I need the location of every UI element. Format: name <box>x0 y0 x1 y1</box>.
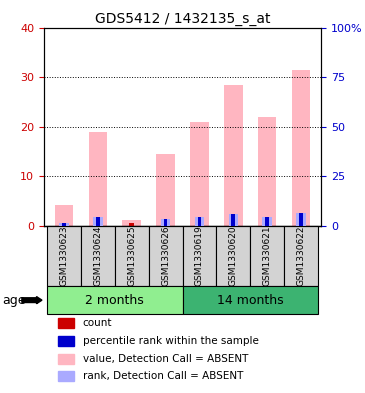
Bar <box>58 354 74 364</box>
Bar <box>224 84 243 226</box>
Bar <box>265 217 269 226</box>
Bar <box>195 217 204 226</box>
Bar <box>81 226 115 286</box>
Bar <box>265 223 269 226</box>
Bar <box>161 219 170 226</box>
Bar <box>62 223 66 226</box>
Bar <box>122 220 141 226</box>
Text: GSM1330623: GSM1330623 <box>59 226 69 286</box>
Bar <box>58 371 74 381</box>
Bar <box>156 154 175 226</box>
Text: GSM1330621: GSM1330621 <box>262 226 272 286</box>
Text: GSM1330619: GSM1330619 <box>195 226 204 286</box>
Bar <box>164 219 168 226</box>
Bar <box>258 117 276 226</box>
Bar <box>292 70 310 226</box>
Bar <box>47 226 81 286</box>
Bar <box>197 223 202 226</box>
Bar <box>163 223 168 226</box>
Bar <box>299 213 303 226</box>
Bar <box>299 223 303 226</box>
Bar <box>231 223 235 226</box>
Bar <box>149 226 182 286</box>
Text: GSM1330620: GSM1330620 <box>229 226 238 286</box>
Bar <box>89 132 107 226</box>
Bar <box>284 226 318 286</box>
Text: GSM1330625: GSM1330625 <box>127 226 136 286</box>
Text: count: count <box>82 318 112 328</box>
Bar <box>96 217 100 226</box>
Text: rank, Detection Call = ABSENT: rank, Detection Call = ABSENT <box>82 371 243 381</box>
Bar <box>262 217 272 226</box>
Text: percentile rank within the sample: percentile rank within the sample <box>82 336 258 346</box>
Bar <box>96 223 100 226</box>
Bar <box>115 226 149 286</box>
Bar <box>216 226 250 286</box>
Bar <box>62 223 66 226</box>
Bar <box>197 217 201 226</box>
Bar <box>58 336 74 346</box>
Bar <box>130 223 134 226</box>
Bar <box>296 213 306 226</box>
Text: 2 months: 2 months <box>85 294 144 307</box>
Text: 14 months: 14 months <box>217 294 284 307</box>
Bar <box>190 122 209 226</box>
Bar <box>58 318 74 328</box>
Bar <box>231 214 235 226</box>
Bar <box>182 226 216 286</box>
Text: GSM1330622: GSM1330622 <box>296 226 306 286</box>
Text: GSM1330626: GSM1330626 <box>161 226 170 286</box>
Bar <box>55 205 73 226</box>
Bar <box>250 226 284 286</box>
Text: value, Detection Call = ABSENT: value, Detection Call = ABSENT <box>82 354 248 364</box>
Bar <box>182 286 318 314</box>
Bar <box>228 214 238 226</box>
Bar <box>59 223 69 226</box>
Bar <box>47 286 182 314</box>
Bar <box>93 217 103 226</box>
Text: GSM1330624: GSM1330624 <box>93 226 103 286</box>
Text: age: age <box>2 294 25 307</box>
Title: GDS5412 / 1432135_s_at: GDS5412 / 1432135_s_at <box>95 13 270 26</box>
